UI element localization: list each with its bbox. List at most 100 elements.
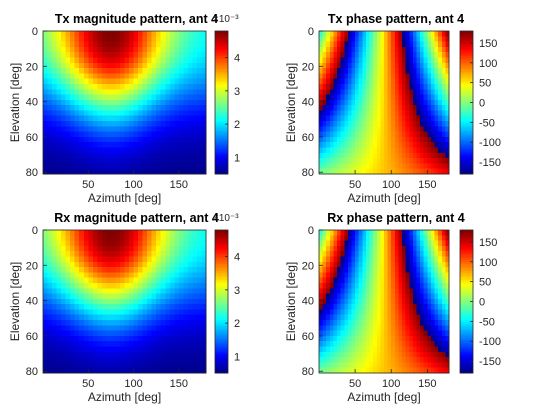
colorbar-segment (215, 288, 228, 291)
heatmap-cell (88, 131, 94, 138)
heatmap-cell (169, 46, 175, 53)
colorbar-segment (215, 156, 228, 159)
heatmap-cell (369, 68, 374, 74)
heatmap-cell (201, 272, 207, 279)
heatmap-cell (92, 68, 98, 74)
heatmap-cell (88, 251, 94, 258)
heatmap-cell (438, 99, 443, 106)
heatmap-cell (412, 78, 418, 85)
heatmap-cell (183, 277, 189, 284)
heatmap-cell (412, 245, 418, 252)
heatmap-cell (165, 261, 171, 268)
heatmap-cell (369, 36, 374, 43)
heatmap-cell (380, 314, 385, 321)
heatmap-cell (337, 351, 342, 358)
heatmap-cell (380, 110, 385, 117)
colorbar-segment (460, 301, 473, 305)
heatmap-cell (319, 163, 324, 170)
colorbar-segment (215, 265, 228, 269)
heatmap-cell (394, 131, 400, 138)
heatmap-cell (344, 304, 349, 311)
heatmap-cell (434, 309, 439, 316)
heatmap-cell (65, 330, 71, 337)
heatmap-cell (169, 267, 175, 273)
heatmap-cell (52, 367, 58, 374)
heatmap-cell (329, 94, 335, 101)
heatmap-cell (174, 314, 180, 321)
heatmap-cell (441, 309, 446, 316)
heatmap-cell (56, 158, 62, 165)
heatmap-cell (423, 314, 428, 321)
heatmap-cell (110, 288, 117, 295)
heatmap-cell (183, 320, 189, 326)
heatmap-cell (129, 115, 135, 122)
heatmap-cell (333, 314, 338, 321)
heatmap-cell (142, 277, 148, 284)
heatmap-cell (147, 293, 153, 300)
heatmap-cell (340, 52, 345, 59)
heatmap-cell (101, 131, 107, 138)
heatmap-cell (423, 320, 428, 326)
heatmap-cell (344, 335, 349, 342)
heatmap-cell (169, 325, 175, 332)
heatmap-cell (369, 251, 374, 258)
heatmap-cell (373, 89, 378, 96)
heatmap-cell (329, 341, 335, 348)
heatmap-cell (52, 230, 58, 236)
colorbar-segment (460, 160, 473, 164)
heatmap-cell (65, 115, 71, 122)
heatmap-cell (70, 99, 76, 106)
heatmap-cell (412, 304, 418, 311)
heatmap-cell (138, 36, 144, 43)
heatmap-cell (88, 57, 94, 64)
colorbar-segment (215, 68, 228, 72)
heatmap-cell (365, 73, 371, 80)
heatmap-cell (192, 293, 198, 300)
heatmap-cell (43, 362, 49, 369)
heatmap-cell (362, 341, 367, 348)
heatmap-cell (178, 367, 184, 374)
heatmap-cell (358, 110, 363, 117)
heatmap-cell (79, 83, 85, 90)
heatmap-cell (43, 115, 49, 122)
heatmap-cell (187, 147, 194, 154)
heatmap-cell (362, 136, 367, 143)
heatmap-cell (43, 282, 49, 289)
colorbar-segment (215, 305, 228, 309)
heatmap-cell (119, 57, 126, 64)
heatmap-cell (380, 46, 385, 53)
heatmap-cell (56, 110, 62, 117)
heatmap-cell (160, 126, 166, 133)
heatmap-cell (409, 31, 414, 37)
heatmap-cell (347, 62, 353, 69)
heatmap-cell (147, 261, 153, 268)
heatmap-cell (192, 105, 198, 112)
heatmap-cell (101, 282, 107, 289)
heatmap-cell (362, 314, 367, 321)
heatmap-cell (355, 346, 360, 353)
colorbar-segment (215, 62, 228, 66)
heatmap-cell (178, 41, 184, 48)
colorbar-segment (460, 343, 473, 347)
heatmap-cell (174, 52, 180, 59)
heatmap-cell (329, 367, 335, 374)
heatmap-cell (165, 41, 171, 48)
heatmap-cell (391, 31, 396, 37)
heatmap-cell (337, 335, 342, 342)
heatmap-cell (333, 282, 338, 289)
heatmap-cell (151, 152, 157, 159)
heatmap-cell (196, 68, 203, 74)
heatmap-cell (65, 288, 71, 295)
heatmap-cell (445, 68, 450, 74)
heatmap-cell (201, 245, 207, 252)
heatmap-cell (61, 46, 67, 53)
heatmap-cell (337, 46, 342, 53)
heatmap-cell (369, 52, 374, 59)
heatmap-cell (358, 57, 363, 64)
heatmap-cell (133, 62, 139, 69)
heatmap-cell (326, 52, 331, 59)
heatmap-cell (151, 142, 157, 149)
heatmap-cell (380, 235, 385, 242)
heatmap-cell (47, 152, 53, 159)
heatmap-cell (409, 147, 414, 154)
